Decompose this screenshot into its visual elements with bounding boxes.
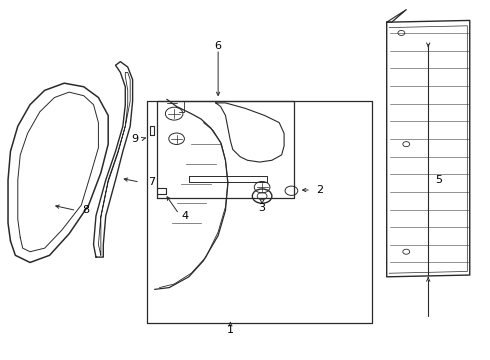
Text: 4: 4 [182,211,189,221]
Text: 5: 5 [435,175,442,185]
Text: 2: 2 [316,185,323,195]
Text: 8: 8 [83,206,90,216]
Text: 6: 6 [215,41,221,50]
Text: 3: 3 [259,203,266,213]
Text: 9: 9 [131,134,139,144]
Text: 7: 7 [147,177,155,187]
Text: 1: 1 [227,325,234,335]
